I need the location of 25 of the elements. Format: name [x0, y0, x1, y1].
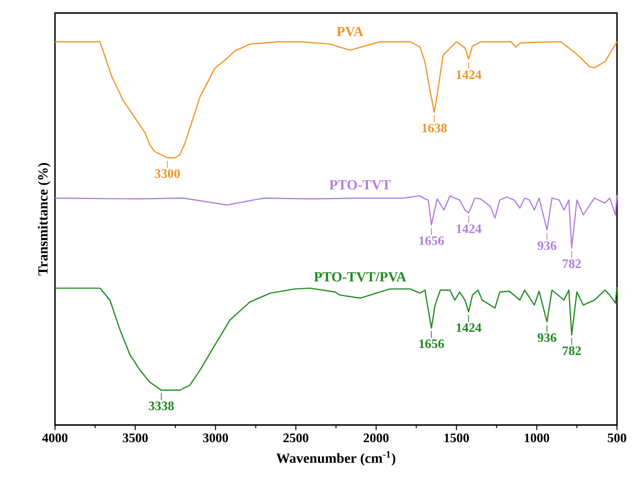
- x-tick-label: 500: [608, 434, 626, 442]
- annotation: 1638: [422, 124, 447, 132]
- x-tick-label: 2000: [364, 434, 389, 442]
- annotation: 1424: [456, 323, 482, 332]
- x-tick-label: 4000: [42, 434, 68, 442]
- series-label: PTO-TVT/PVA: [314, 272, 406, 282]
- annotation: 1656: [419, 236, 444, 246]
- annotation: 936: [538, 333, 556, 342]
- annotation: 1656: [419, 339, 444, 348]
- x-tick-label: 1500: [444, 434, 469, 442]
- annotation: 3300: [154, 169, 180, 178]
- x-axis-title: Wavenumber (cm$^{-1}$): [276, 451, 396, 466]
- annotation: 1424: [456, 224, 482, 234]
- x-tick-label: 1000: [524, 434, 550, 442]
- x-tick-label: 2500: [283, 434, 308, 442]
- annotation: 936: [538, 241, 556, 250]
- x-tick-label: 3000: [203, 434, 228, 442]
- annotation: 782: [562, 259, 581, 268]
- x-tick-label: 3500: [122, 434, 148, 442]
- annotation: 3338: [148, 402, 174, 410]
- annotation: 1424: [456, 70, 482, 79]
- y-axis-title: Transmittance (%): [38, 163, 50, 276]
- series-label: PTO-TVT: [329, 180, 391, 190]
- series-label: PVA: [336, 26, 364, 36]
- annotation: 782: [562, 346, 581, 356]
